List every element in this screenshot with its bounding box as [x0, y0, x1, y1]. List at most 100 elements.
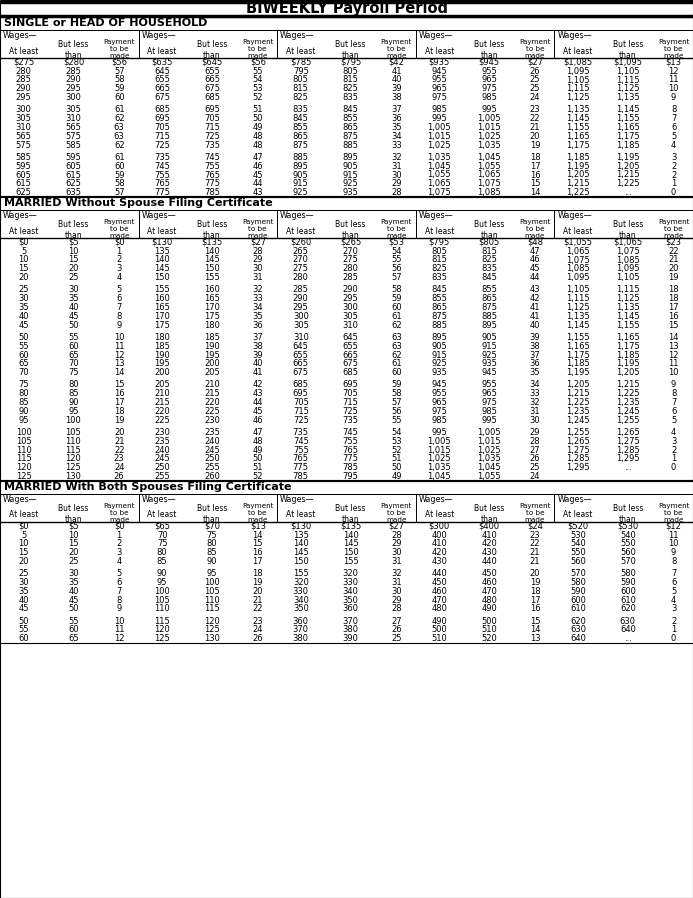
- Text: 25: 25: [529, 84, 541, 93]
- Text: 1,125: 1,125: [616, 295, 640, 304]
- Text: 15: 15: [668, 321, 679, 330]
- Text: 65: 65: [68, 350, 79, 359]
- Text: 975: 975: [432, 93, 447, 102]
- Text: 60: 60: [114, 162, 125, 171]
- Text: 39: 39: [252, 350, 263, 359]
- Text: 460: 460: [482, 578, 497, 587]
- Text: At least: At least: [425, 226, 454, 235]
- Text: 1,225: 1,225: [616, 389, 640, 398]
- Text: 50: 50: [252, 454, 263, 463]
- Text: 205: 205: [204, 368, 220, 377]
- Text: $300: $300: [429, 522, 450, 531]
- Text: Wages—: Wages—: [141, 496, 176, 505]
- Text: 25: 25: [68, 557, 79, 566]
- Text: 7: 7: [116, 586, 122, 595]
- Text: 5: 5: [671, 132, 676, 141]
- Text: 24: 24: [529, 472, 541, 481]
- Text: 1: 1: [671, 180, 676, 189]
- Text: 21: 21: [529, 548, 541, 557]
- Text: 745: 745: [293, 436, 308, 445]
- Text: 55: 55: [68, 333, 79, 342]
- Text: 905: 905: [343, 162, 358, 171]
- Text: But less
than: But less than: [474, 504, 505, 524]
- Text: But less
than: But less than: [58, 504, 89, 524]
- Text: 1,205: 1,205: [616, 162, 640, 171]
- Text: 565: 565: [16, 132, 31, 141]
- Text: 18: 18: [668, 286, 679, 295]
- Text: 925: 925: [343, 180, 358, 189]
- Text: 685: 685: [342, 368, 359, 377]
- Text: 1,175: 1,175: [566, 141, 590, 150]
- Text: 480: 480: [432, 604, 447, 613]
- Text: 215: 215: [204, 389, 220, 398]
- Text: 50: 50: [252, 114, 263, 123]
- Text: 95: 95: [18, 416, 29, 425]
- Text: 90: 90: [18, 407, 29, 416]
- Text: 30: 30: [18, 295, 29, 304]
- Text: 16: 16: [252, 548, 263, 557]
- Text: 25: 25: [18, 569, 29, 578]
- Text: 7: 7: [671, 398, 676, 407]
- Text: 510: 510: [482, 626, 497, 635]
- Text: 58: 58: [114, 180, 125, 189]
- Text: 6: 6: [116, 295, 122, 304]
- Text: 18: 18: [668, 295, 679, 304]
- Text: 885: 885: [292, 153, 309, 162]
- Text: 225: 225: [204, 407, 220, 416]
- Text: $24: $24: [527, 522, 543, 531]
- Text: 42: 42: [252, 381, 263, 390]
- Text: But less
than: But less than: [335, 504, 366, 524]
- Text: 835: 835: [342, 93, 359, 102]
- Text: 5: 5: [21, 247, 26, 256]
- Text: 915: 915: [432, 350, 447, 359]
- Text: But less
than: But less than: [613, 220, 643, 240]
- Text: 1,135: 1,135: [616, 93, 640, 102]
- Text: 32: 32: [252, 286, 263, 295]
- Text: 1,005: 1,005: [428, 436, 451, 445]
- Text: 320: 320: [293, 578, 308, 587]
- Text: 420: 420: [432, 548, 447, 557]
- Text: 17: 17: [252, 557, 263, 566]
- Text: 160: 160: [204, 286, 220, 295]
- Text: 35: 35: [18, 303, 29, 312]
- Text: 37: 37: [391, 105, 402, 114]
- Text: 59: 59: [114, 171, 125, 180]
- Text: 575: 575: [66, 132, 81, 141]
- Text: $42: $42: [389, 57, 404, 66]
- Text: 61: 61: [114, 153, 125, 162]
- Text: 985: 985: [482, 93, 497, 102]
- Text: 30: 30: [391, 586, 402, 595]
- Text: 295: 295: [16, 93, 31, 102]
- Text: 1,085: 1,085: [566, 264, 590, 273]
- Text: 330: 330: [292, 586, 309, 595]
- Text: $27: $27: [527, 57, 543, 66]
- Text: 300: 300: [66, 93, 81, 102]
- Text: But less
than: But less than: [613, 40, 643, 59]
- Text: $70: $70: [204, 522, 220, 531]
- Text: 1,095: 1,095: [566, 66, 590, 75]
- Text: 955: 955: [482, 381, 497, 390]
- Text: 60: 60: [68, 626, 79, 635]
- Text: 685: 685: [292, 381, 309, 390]
- Text: 45: 45: [529, 264, 541, 273]
- Text: 60: 60: [68, 342, 79, 351]
- Text: 14: 14: [668, 333, 679, 342]
- Text: ...: ...: [624, 188, 632, 197]
- Text: 1,225: 1,225: [616, 180, 640, 189]
- Text: 1,125: 1,125: [566, 93, 590, 102]
- Text: 20: 20: [529, 132, 541, 141]
- Text: 46: 46: [252, 416, 263, 425]
- Text: 300: 300: [293, 312, 308, 321]
- Text: 905: 905: [432, 342, 447, 351]
- Text: 755: 755: [343, 436, 358, 445]
- Text: 470: 470: [482, 586, 497, 595]
- Text: 955: 955: [482, 66, 497, 75]
- Text: 1,045: 1,045: [428, 472, 451, 481]
- Text: 220: 220: [155, 407, 170, 416]
- Text: 75: 75: [18, 381, 29, 390]
- Text: 560: 560: [620, 548, 635, 557]
- Text: 48: 48: [252, 436, 263, 445]
- Text: 1,185: 1,185: [566, 153, 590, 162]
- Text: 18: 18: [252, 569, 263, 578]
- Text: 645: 645: [343, 333, 358, 342]
